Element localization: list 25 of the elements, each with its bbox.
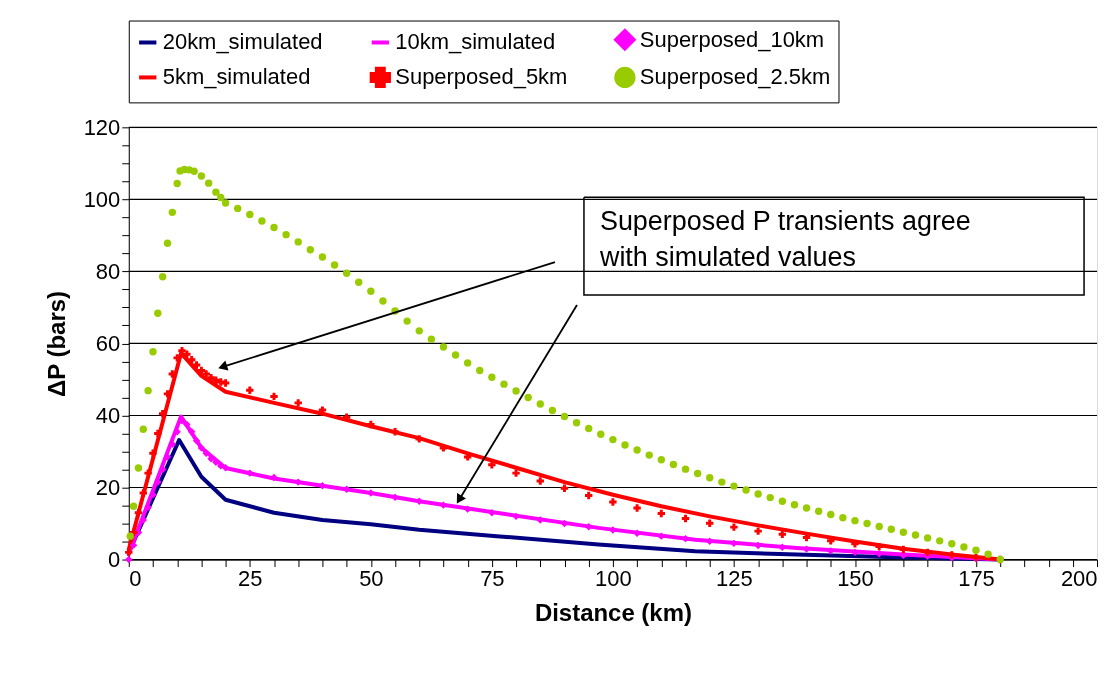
y-tick-label: 60	[95, 330, 121, 356]
x-axis-title: Distance (km)	[534, 598, 692, 626]
y-tick-label: 80	[95, 258, 121, 284]
y-axis-title: ΔP (bars)	[42, 291, 70, 397]
annotation: Superposed P transients agree with simulated values	[598, 206, 971, 273]
legend-label: 20km_simulated	[162, 29, 323, 55]
legend-label: 5km_simulated	[162, 64, 311, 90]
x-tick-label: 0	[129, 566, 142, 592]
x-tick-label: 200	[1060, 566, 1098, 592]
legend-label: Superposed_10km	[639, 26, 825, 52]
y-tick-label: 100	[83, 186, 121, 212]
x-tick-label: 175	[958, 566, 995, 592]
legend-label: 10km_simulated	[395, 29, 556, 55]
y-tick-label: 40	[95, 402, 121, 428]
x-tick-label: 125	[716, 566, 753, 592]
x-tick-label: 100	[595, 566, 632, 592]
legend-label: Superposed_2.5km	[639, 64, 831, 90]
y-tick-label: 120	[83, 114, 121, 140]
legend-label: Superposed_5km	[395, 64, 568, 90]
x-tick-label: 25	[238, 566, 263, 592]
x-tick-label: 75	[480, 566, 505, 592]
x-tick-label: 50	[359, 566, 384, 592]
x-tick-label: 150	[837, 566, 874, 592]
y-tick-label: 0	[108, 547, 121, 573]
y-tick-label: 20	[95, 475, 121, 501]
